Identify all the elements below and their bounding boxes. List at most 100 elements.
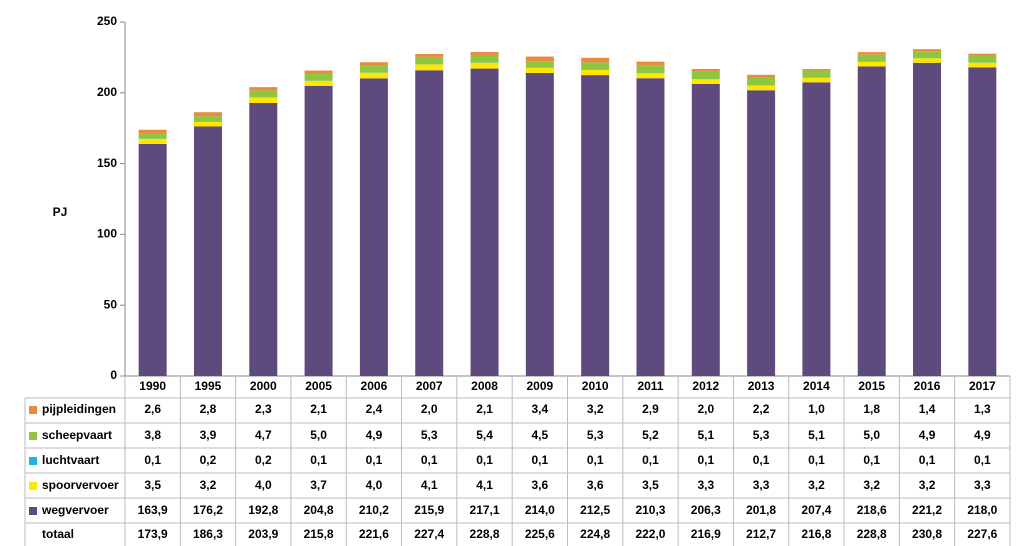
table-value: 227,4 [414, 527, 444, 541]
table-value: 5,1 [808, 428, 825, 442]
bar-segment [747, 74, 776, 78]
table-value: 2,8 [200, 402, 217, 416]
table-value: 5,3 [753, 428, 770, 442]
bar-segment [138, 143, 167, 376]
x-tick-label: 2005 [305, 379, 332, 393]
table-value: 4,9 [919, 428, 936, 442]
bar-segment [913, 51, 942, 59]
legend-key [29, 457, 37, 465]
legend-key [29, 406, 37, 414]
x-tick-label: 2017 [969, 379, 996, 393]
bar-segment [581, 70, 610, 76]
table-value: 215,9 [414, 503, 444, 517]
table-value: 0,1 [310, 453, 327, 467]
bar-segment [691, 83, 720, 376]
table-value: 225,6 [525, 527, 555, 541]
bar-segment [138, 133, 167, 139]
bar-segment [304, 73, 333, 81]
bar-segment [802, 82, 831, 377]
bar-segment [857, 61, 886, 67]
table-value: 4,9 [366, 428, 383, 442]
bar-segment [415, 70, 444, 377]
bar-segment [304, 70, 333, 74]
table-value: 5,0 [863, 428, 880, 442]
table-value: 0,1 [421, 453, 438, 467]
x-tick-label: 1995 [195, 379, 222, 393]
bar-segment [857, 54, 886, 62]
bar-segment [636, 61, 665, 66]
bar-segment [747, 85, 776, 91]
table-value: 3,2 [587, 402, 604, 416]
bar-segment [470, 62, 499, 69]
bar-segment [691, 71, 720, 80]
row-label: totaal [42, 527, 74, 541]
y-tick-label: 150 [97, 156, 117, 170]
table-value: 227,6 [967, 527, 997, 541]
bar-segment [193, 112, 222, 117]
bar-segment [249, 87, 278, 91]
table-value: 1,0 [808, 402, 825, 416]
bar-segment [525, 72, 554, 376]
table-value: 0,1 [144, 453, 161, 467]
bar-segment [525, 61, 554, 68]
table-value: 3,2 [919, 478, 936, 492]
table-value: 224,8 [580, 527, 610, 541]
y-axis-label: PJ [53, 205, 68, 219]
bar-segment [415, 56, 444, 65]
table-value: 0,1 [366, 453, 383, 467]
table-value: 210,3 [635, 503, 665, 517]
x-tick-label: 2006 [361, 379, 388, 393]
bar-segment [138, 129, 167, 134]
table-value: 228,8 [470, 527, 500, 541]
table-value: 228,8 [857, 527, 887, 541]
table-value: 3,6 [532, 478, 549, 492]
table-value: 2,6 [144, 402, 161, 416]
bar-segment [691, 79, 720, 84]
table-value: 0,1 [476, 453, 493, 467]
x-tick-label: 2012 [692, 379, 719, 393]
x-tick-label: 2015 [858, 379, 885, 393]
table-value: 3,3 [753, 478, 770, 492]
bar-segment [581, 75, 610, 376]
row-label: scheepvaart [42, 428, 112, 442]
table-value: 5,0 [310, 428, 327, 442]
bar-segment [802, 70, 831, 78]
y-tick-label: 200 [97, 85, 117, 99]
table-value: 173,9 [138, 527, 168, 541]
table-value: 4,0 [255, 478, 272, 492]
table-value: 2,0 [697, 402, 714, 416]
table-value: 4,9 [974, 428, 991, 442]
table-value: 0,1 [974, 453, 991, 467]
bar-segment [249, 97, 278, 103]
bar-segment [249, 102, 278, 376]
bar-segment [193, 126, 222, 377]
bar-segment [193, 116, 222, 122]
table-value: 216,9 [691, 527, 721, 541]
bar-segment [581, 57, 610, 63]
table-value: 218,6 [857, 503, 887, 517]
bar-segment [470, 54, 499, 63]
table-value: 212,5 [580, 503, 610, 517]
table-value: 0,1 [642, 453, 659, 467]
bar-segment [968, 62, 997, 68]
table-value: 3,2 [863, 478, 880, 492]
table-value: 5,4 [476, 428, 493, 442]
table-value: 4,7 [255, 428, 272, 442]
bar-segment [304, 86, 333, 376]
x-tick-label: 2007 [416, 379, 443, 393]
table-value: 186,3 [193, 527, 223, 541]
table-value: 2,3 [255, 402, 272, 416]
y-tick-label: 0 [110, 368, 117, 382]
table-value: 203,9 [248, 527, 278, 541]
bar-segment [470, 68, 499, 377]
table-value: 2,0 [421, 402, 438, 416]
legend-key [29, 507, 37, 515]
x-tick-label: 2011 [637, 379, 663, 393]
table-value: 2,1 [310, 402, 327, 416]
bar-segment [359, 78, 388, 376]
x-tick-label: 2009 [526, 379, 553, 393]
legend-key [29, 432, 37, 440]
table-value: 212,7 [746, 527, 776, 541]
table-value: 221,6 [359, 527, 389, 541]
